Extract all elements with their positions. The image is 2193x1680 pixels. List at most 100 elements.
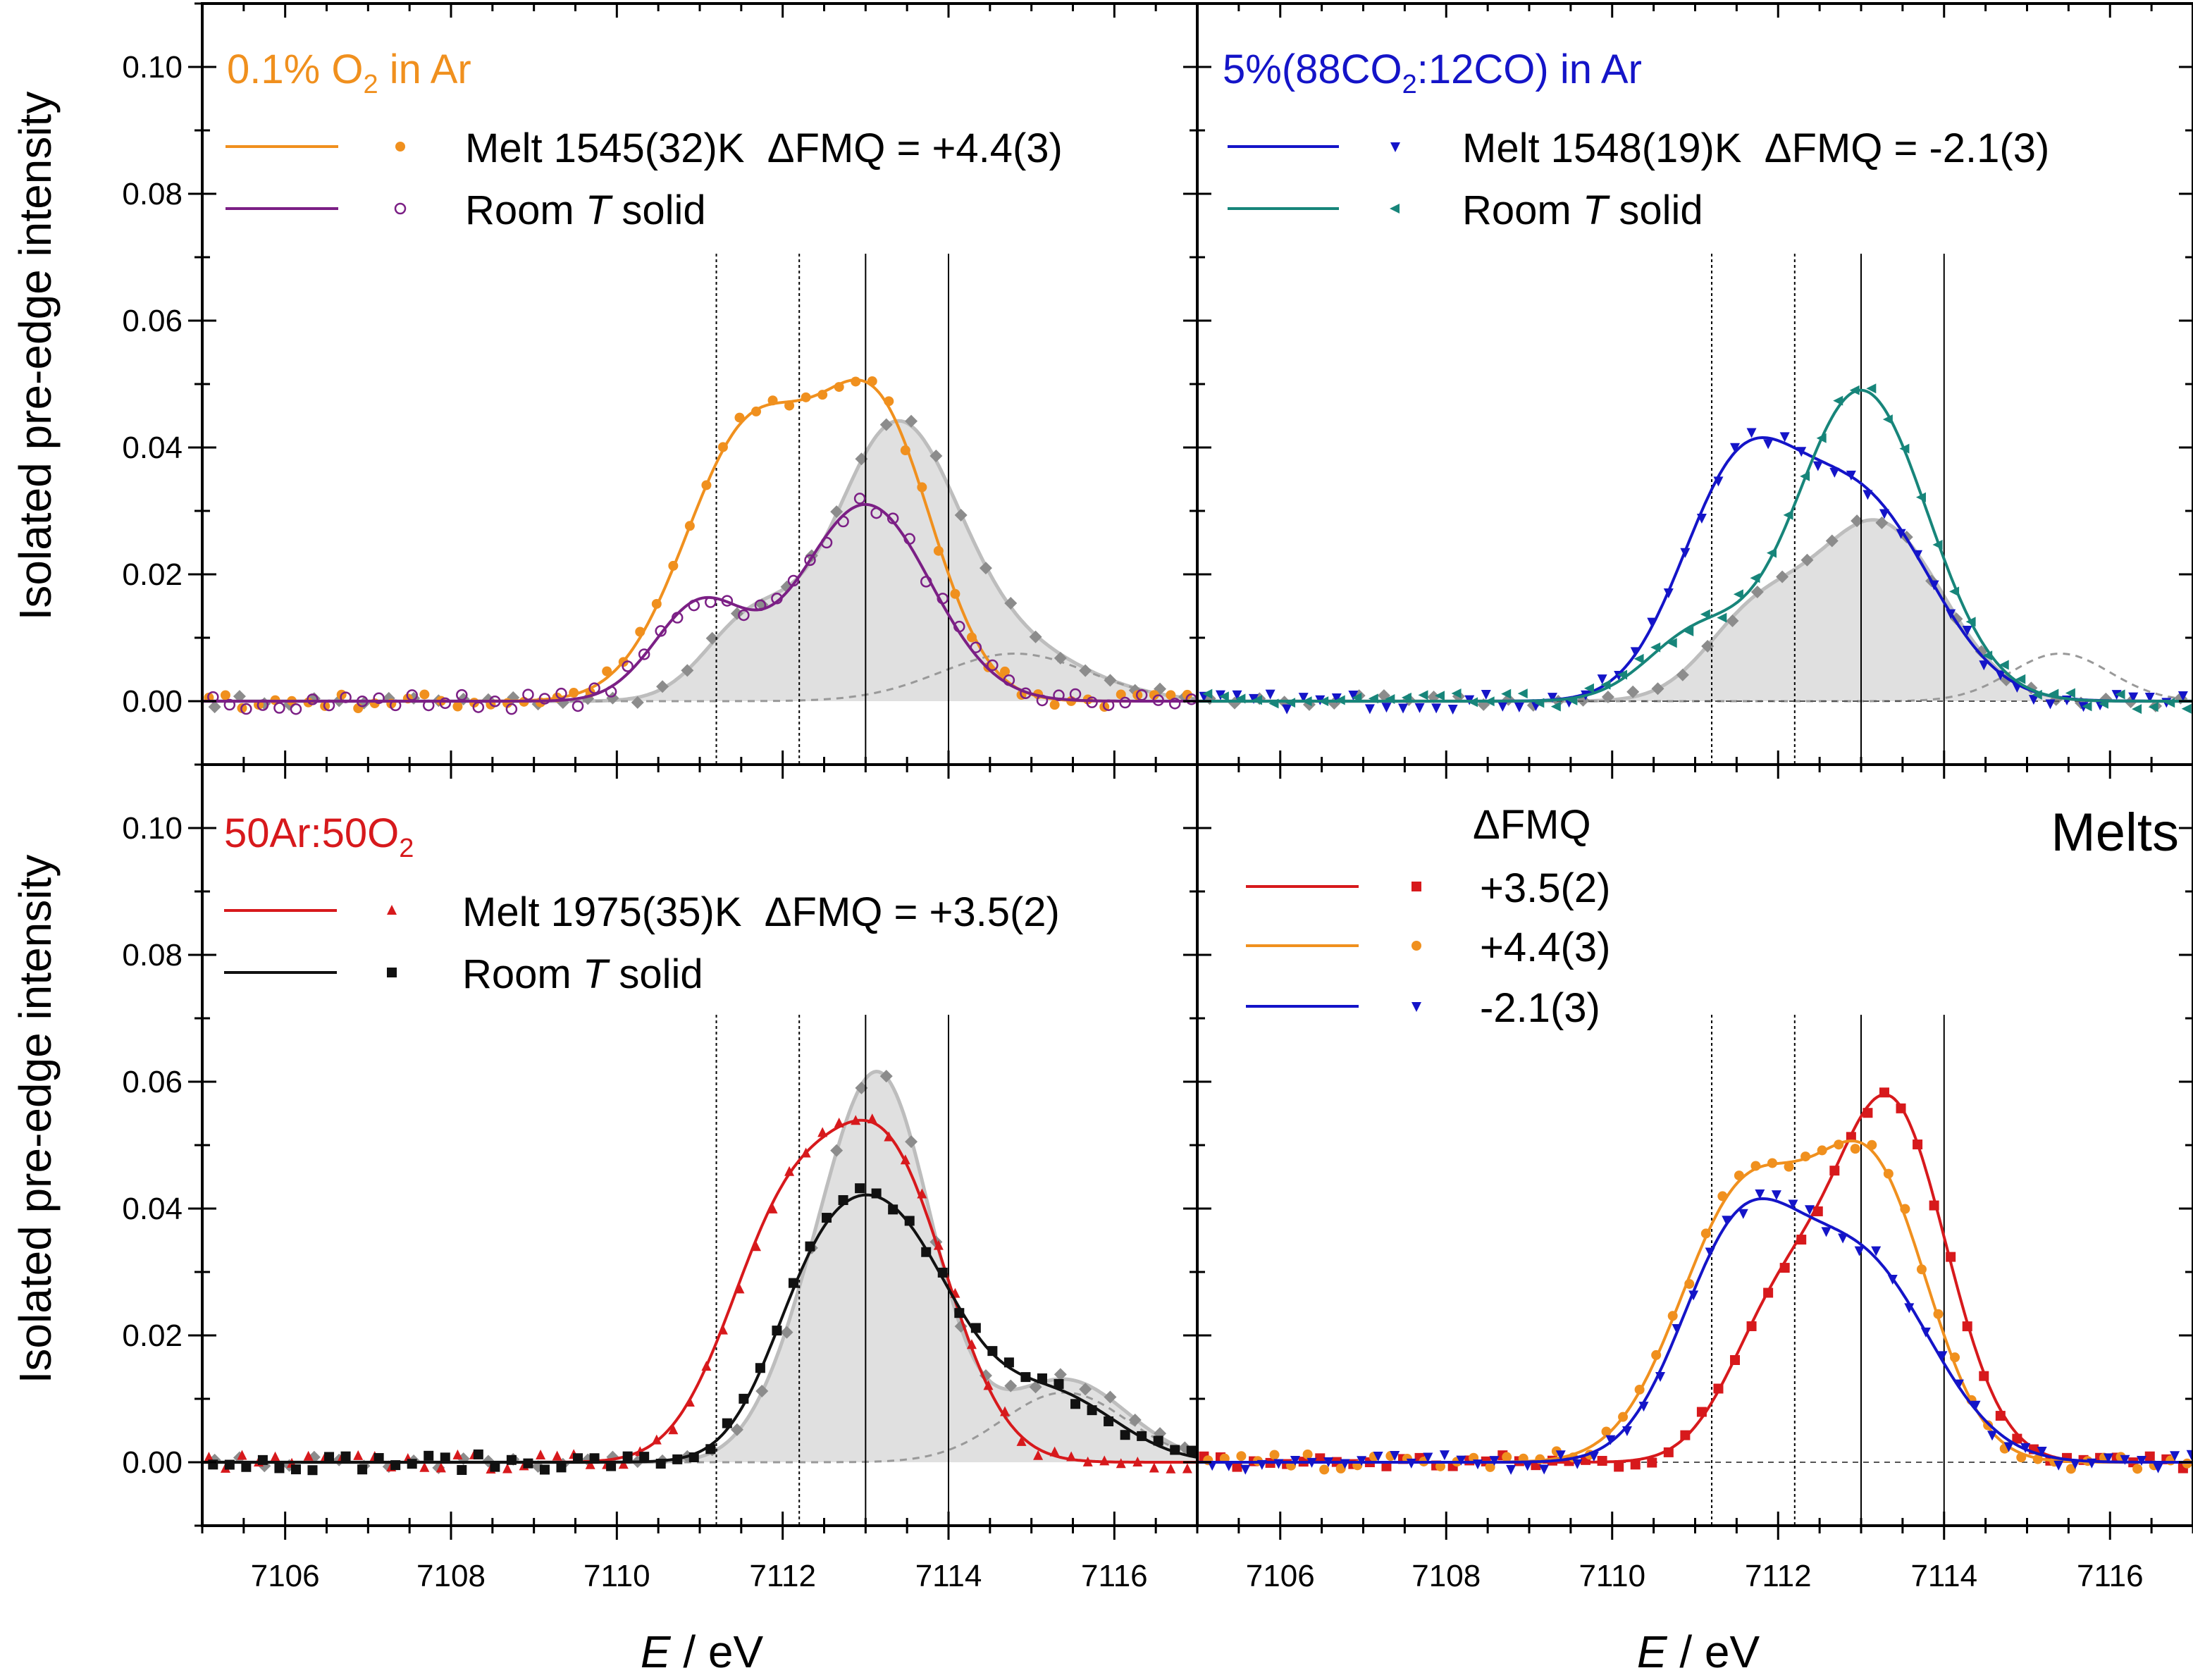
x-tick-label: 7106 (251, 1559, 320, 1593)
data-marker-2 (2003, 1442, 2014, 1452)
data-marker-0 (668, 560, 679, 571)
data-marker-1 (506, 1454, 517, 1465)
data-marker-0 (767, 395, 778, 406)
data-marker-1 (538, 693, 551, 705)
data-marker-1 (838, 1194, 848, 1205)
gray-diamond-marker (1825, 534, 1839, 548)
data-marker-1 (937, 1267, 948, 1278)
title-tail: in Ar (378, 47, 471, 92)
gray-diamond-marker (1104, 1390, 1117, 1404)
data-marker-0 (1033, 1450, 1044, 1460)
gray-diamond-marker (1851, 514, 1864, 528)
data-marker-1 (241, 1462, 252, 1472)
data-marker-1 (1583, 683, 1594, 693)
data-marker-0 (1663, 1447, 1674, 1457)
data-marker-2 (1522, 1461, 1533, 1471)
data-marker-0 (1232, 690, 1242, 700)
data-marker-0 (734, 1283, 745, 1294)
data-marker-1 (1069, 688, 1082, 700)
data-marker-0 (701, 1361, 712, 1371)
gray-diamond-marker (929, 450, 943, 463)
data-marker-0 (2177, 691, 2188, 702)
data-marker-0 (817, 1127, 828, 1137)
data-marker-2 (1472, 1459, 1483, 1470)
data-marker-2 (2170, 1451, 2180, 1462)
data-marker-2 (1854, 1246, 1865, 1256)
panel-bottom-right: 7106 7108 7110 7112 7114 7116 (1196, 763, 2193, 1593)
data-marker-1 (853, 493, 866, 505)
data-marker-0 (536, 1450, 546, 1460)
data-marker-0 (1995, 670, 2006, 681)
data-marker-1 (457, 1464, 467, 1475)
gray-diamond-marker (954, 509, 968, 522)
panel-frame (1196, 2, 2193, 766)
data-marker-2 (1223, 1461, 1234, 1471)
data-marker-0 (751, 1241, 762, 1252)
data-marker-0 (1315, 1453, 1326, 1464)
data-marker-1 (589, 1453, 600, 1464)
data-marker-2 (1539, 1464, 1550, 1475)
data-marker-0 (1829, 1166, 1840, 1176)
gray-diamond-marker (1004, 596, 1018, 610)
data-marker-1 (1168, 698, 1181, 710)
data-marker-1 (1651, 1349, 1662, 1360)
data-marker-0 (1481, 689, 1491, 700)
data-marker-1 (1866, 383, 1877, 394)
data-marker-1 (804, 554, 816, 567)
data-marker-1 (273, 702, 285, 714)
data-marker-1 (1900, 1204, 1910, 1214)
data-marker-0 (1896, 1103, 1906, 1113)
data-marker-1 (556, 1462, 567, 1473)
data-marker-2 (1406, 1458, 1416, 1469)
data-marker-0 (950, 588, 960, 599)
y-axis-title-bottom: Isolated pre-edge intensity (10, 855, 61, 1384)
data-marker-0 (1182, 1463, 1192, 1474)
data-marker-1 (688, 599, 700, 612)
data-marker-0 (1913, 550, 1923, 560)
data-marker-1 (1982, 650, 1993, 661)
data-marker-2 (2087, 1458, 2097, 1469)
x-axis-title-left-var: E (641, 1626, 672, 1677)
legend-room: Room (1462, 187, 1583, 233)
y-tick-label: 0.06 (122, 1065, 183, 1099)
data-marker-1 (523, 1458, 533, 1469)
panel-title-bottom-left: 50Ar:50O2 (224, 810, 414, 863)
data-marker-2 (1306, 1457, 1317, 1468)
legend-label-tr-melt: Melt 1548(19)K ΔFMQ = -2.1(3) (1462, 125, 2049, 171)
data-marker-0 (801, 392, 811, 402)
data-marker-1 (722, 1418, 732, 1428)
legend-solid: solid (610, 187, 705, 233)
fit-line-2 (1197, 1197, 2193, 1464)
gray-diamond-marker (979, 562, 992, 575)
data-marker-1 (1899, 443, 1910, 454)
data-marker-0 (1962, 1321, 1972, 1332)
data-marker-2 (1722, 1216, 1732, 1226)
gray-diamond-marker (830, 505, 844, 519)
gray-diamond-marker (1750, 585, 1764, 598)
data-marker-0 (801, 1147, 811, 1158)
data-marker-2 (1572, 1459, 1583, 1469)
data-marker-0 (2144, 1451, 2155, 1462)
data-marker-0 (966, 1339, 977, 1349)
data-marker-2 (2136, 1455, 2146, 1466)
x-tick-label: 7108 (1411, 1559, 1481, 1593)
plot-area (1197, 1015, 2193, 1526)
data-marker-0 (867, 1113, 877, 1124)
data-marker-0 (1381, 1461, 1392, 1471)
data-marker-1 (721, 595, 734, 607)
data-marker-1 (954, 1308, 965, 1318)
data-marker-2 (1804, 1205, 1815, 1216)
data-marker-2 (1887, 1274, 1898, 1285)
data-marker-1 (2032, 1454, 2043, 1464)
data-marker-1 (323, 699, 335, 712)
gray-diamond-marker (606, 691, 619, 705)
gray-diamond-marker (233, 690, 246, 703)
data-marker-1 (2181, 703, 2192, 714)
gray-diamond-marker (1875, 516, 1889, 529)
data-marker-2 (1555, 1450, 1566, 1461)
data-marker-1 (937, 593, 949, 605)
data-marker-2 (1256, 1459, 1267, 1470)
legend-room: Room (465, 187, 586, 233)
gray-diamond-marker (1701, 639, 1715, 653)
panel-top-right (1196, 2, 2193, 766)
